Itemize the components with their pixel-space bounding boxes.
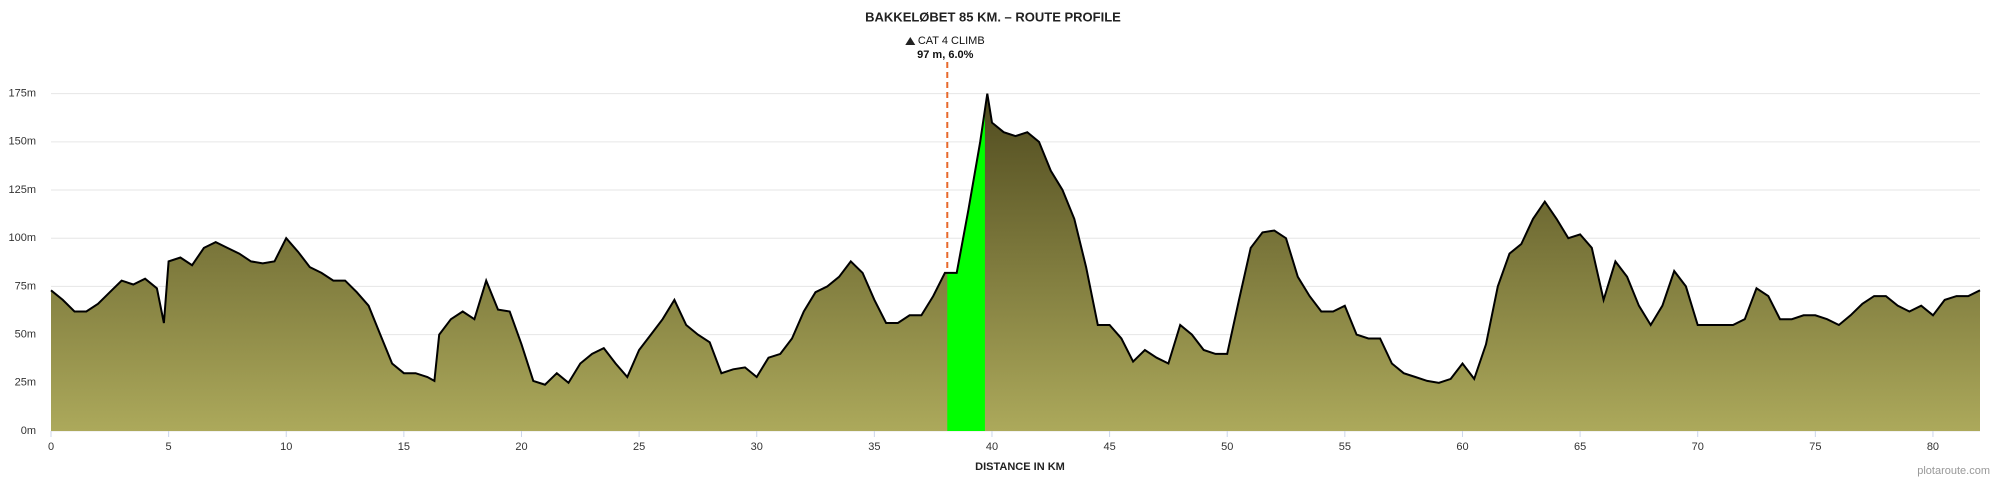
x-tick-label: 30 [751,441,763,453]
x-tick-label: 15 [398,441,410,453]
y-tick-label: 150m [8,136,36,148]
climb-detail: 97 m, 6.0% [917,49,973,61]
x-tick-label: 55 [1339,441,1351,453]
y-tick-label: 25m [15,377,36,389]
x-tick-label: 10 [280,441,292,453]
elevation-line [50,93,1981,386]
y-tick-label: 50m [15,329,36,341]
x-tick-label: 40 [986,441,998,453]
y-tick-label: 100m [8,232,36,244]
x-tick-label: 0 [48,441,54,453]
x-tick-label: 25 [633,441,645,453]
x-tick-label: 80 [1927,441,1939,453]
x-tick-label: 70 [1692,441,1704,453]
climb-label: CAT 4 CLIMB [918,35,985,47]
x-tick-label: 35 [868,441,880,453]
credit: plotaroute.com [1917,465,1990,477]
x-tick-label: 5 [166,441,172,453]
x-axis-title: DISTANCE IN KM [975,461,1065,473]
x-tick-label: 45 [1103,441,1115,453]
x-tick-label: 50 [1221,441,1233,453]
area-fill [51,93,1980,431]
x-tick-label: 60 [1456,441,1468,453]
x-tick-label: 65 [1574,441,1586,453]
chart-title: BAKKELØBET 85 KM. – ROUTE PROFILE [865,9,1121,24]
y-tick-label: 0m [21,425,36,437]
climb-area [947,109,985,431]
y-tick-label: 175m [8,88,36,100]
x-tick-label: 20 [515,441,527,453]
y-tick-label: 75m [15,280,36,292]
y-tick-label: 125m [8,184,36,196]
climb-icon [905,37,916,45]
x-tick-label: 75 [1809,441,1821,453]
